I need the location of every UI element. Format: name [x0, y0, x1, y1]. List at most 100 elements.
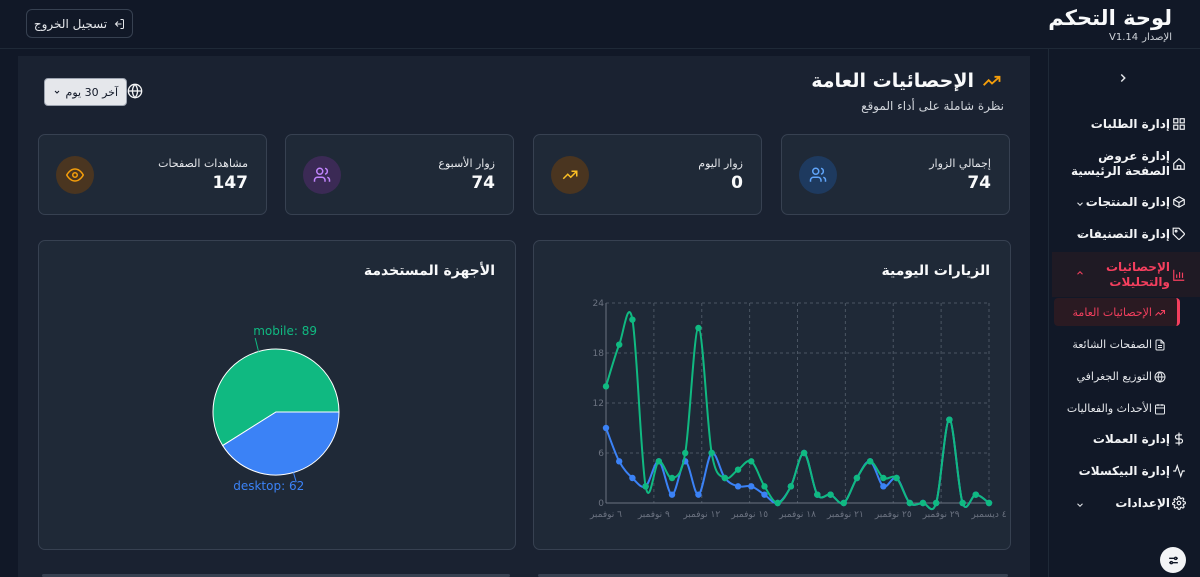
- y-tick-label: 6: [598, 449, 604, 459]
- pie-label-mobile: mobile: 89: [253, 324, 317, 338]
- data-point: [695, 324, 702, 332]
- app-version: الإصدار V1.14: [1109, 32, 1172, 43]
- users-icon: [809, 167, 827, 182]
- sidebar: إدارة الطلبات إدارة عروض الصفحة الرئيسية…: [1048, 49, 1200, 577]
- data-point: [642, 483, 649, 490]
- subnav-item-popular-pages[interactable]: الصفحات الشائعة: [1072, 338, 1166, 351]
- chevron-down-icon[interactable]: [1075, 231, 1085, 241]
- data-point: [880, 474, 887, 482]
- sidebar-item-label: إدارة العملات: [1092, 432, 1170, 446]
- users-icon: [313, 167, 331, 182]
- stat-label: إجمالي الزوار: [929, 157, 991, 170]
- subnav-item-events[interactable]: الأحداث والفعاليات: [1067, 402, 1166, 415]
- dollar-icon: [1174, 432, 1184, 446]
- subnav-item-label: التوزيع الجغرافي: [1076, 370, 1152, 383]
- stat-label: زوار الأسبوع: [438, 157, 495, 170]
- trending-up-icon: [983, 75, 1001, 86]
- stat-icon-wrap: [303, 156, 341, 194]
- data-point: [761, 491, 768, 498]
- eye-icon: [66, 168, 84, 182]
- trending-up-icon: [562, 170, 578, 180]
- data-point: [748, 458, 755, 465]
- stat-value: 147: [212, 173, 249, 193]
- page-title-text: الإحصائيات العامة: [811, 70, 974, 92]
- subnav-item-label: الأحداث والفعاليات: [1066, 402, 1152, 415]
- stat-value: 0: [731, 173, 743, 193]
- pie-leader-desktop: [292, 472, 297, 483]
- logout-button[interactable]: تسجيل الخروج: [26, 9, 133, 38]
- sidebar-item-orders[interactable]: إدارة الطلبات: [1091, 117, 1186, 131]
- data-point: [959, 499, 966, 507]
- data-point: [840, 499, 847, 507]
- devices-chart: mobile: 89 desktop: 62: [212, 324, 340, 493]
- stat-card-week-visitors: زوار الأسبوع 74: [285, 134, 514, 215]
- accessibility-button[interactable]: [1160, 547, 1186, 573]
- globe-icon[interactable]: [127, 83, 143, 99]
- subnav-item-label: الإحصائيات العامة: [1072, 306, 1152, 319]
- data-point: [695, 491, 702, 498]
- stat-label: مشاهدات الصفحات: [158, 157, 248, 170]
- date-range-select[interactable]: آخر 30 يوم: [44, 78, 127, 106]
- sidebar-item-products[interactable]: إدارة المنتجات: [1086, 195, 1186, 209]
- stat-label: زوار اليوم: [698, 157, 743, 170]
- data-point: [880, 483, 887, 490]
- data-point: [827, 491, 834, 498]
- data-point: [602, 383, 610, 390]
- tag-icon: [1172, 227, 1185, 240]
- sidebar-item-home-offers[interactable]: إدارة عروض الصفحة الرئيسية: [1070, 149, 1186, 179]
- trending-up-icon: [1155, 309, 1165, 316]
- logout-label: تسجيل الخروج: [33, 16, 108, 31]
- data-point: [972, 491, 979, 498]
- grid-icon: [1173, 118, 1185, 130]
- stat-card-page-views: مشاهدات الصفحات 147: [38, 134, 267, 215]
- x-tick-label: ٢٥ نوفمبر: [874, 510, 912, 520]
- chevron-down-icon[interactable]: [1075, 500, 1085, 510]
- page-subtitle: نظرة شاملة على أداء الموقع: [861, 99, 1004, 113]
- next-panel-edge: [538, 574, 1008, 577]
- data-point: [893, 474, 900, 482]
- box-icon: [1173, 196, 1185, 208]
- data-point: [774, 499, 781, 507]
- chevron-down-icon[interactable]: [1075, 199, 1085, 209]
- stat-card-today-visitors: زوار اليوم 0: [533, 134, 762, 215]
- chevron-right-icon[interactable]: [1116, 71, 1130, 85]
- sidebar-item-label: إدارة عروض الصفحة الرئيسية: [1070, 149, 1170, 178]
- sidebar-item-categories[interactable]: إدارة التصنيفات: [1077, 227, 1186, 241]
- subnav-item-geo[interactable]: التوزيع الجغرافي: [1076, 370, 1166, 383]
- file-icon: [1155, 339, 1165, 350]
- sidebar-item-pixels[interactable]: إدارة البيكسلات: [1079, 464, 1186, 478]
- page-title: الإحصائيات العامة: [811, 70, 1002, 92]
- gear-icon: [1172, 496, 1186, 510]
- logout-icon: [114, 18, 125, 29]
- activity-icon: [1173, 464, 1185, 478]
- panel-title: الزيارات اليومية: [881, 263, 991, 279]
- data-point: [734, 483, 742, 490]
- y-tick-label: 12: [593, 399, 604, 409]
- sidebar-item-label: إدارة التصنيفات: [1077, 227, 1170, 241]
- data-point: [814, 491, 821, 498]
- sliders-icon: [1168, 556, 1178, 564]
- sidebar-item-settings[interactable]: الإعدادات: [1115, 496, 1186, 510]
- sidebar-item-label: الإحصائيات والتحليلات: [1106, 260, 1170, 289]
- subnav-item-general-stats[interactable]: الإحصائيات العامة: [1073, 306, 1166, 319]
- version-number: V1.14: [1109, 32, 1139, 43]
- data-point: [853, 474, 861, 482]
- data-point: [985, 499, 993, 507]
- data-point: [906, 499, 913, 507]
- panel-title: الأجهزة المستخدمة: [363, 263, 495, 279]
- data-point: [946, 416, 953, 423]
- sidebar-item-label: الإعدادات: [1115, 496, 1170, 510]
- data-point: [629, 316, 636, 323]
- data-point: [708, 449, 715, 457]
- sidebar-item-currencies[interactable]: إدارة العملات: [1093, 432, 1186, 446]
- stat-value: 74: [471, 173, 495, 193]
- data-point: [655, 458, 663, 465]
- sidebar-active-highlight: [1052, 252, 1200, 297]
- data-point: [629, 474, 636, 482]
- x-tick-label: ٢٩ نوفمبر: [922, 510, 960, 520]
- sidebar-item-analytics[interactable]: الإحصائيات والتحليلات: [1080, 260, 1186, 290]
- x-tick-label: ٤ ديسمبر: [970, 510, 1006, 520]
- data-point: [761, 483, 768, 490]
- top-bar: تسجيل الخروج لوحة التحكم الإصدار V1.14: [0, 0, 1200, 49]
- chevron-up-icon[interactable]: [1075, 268, 1085, 278]
